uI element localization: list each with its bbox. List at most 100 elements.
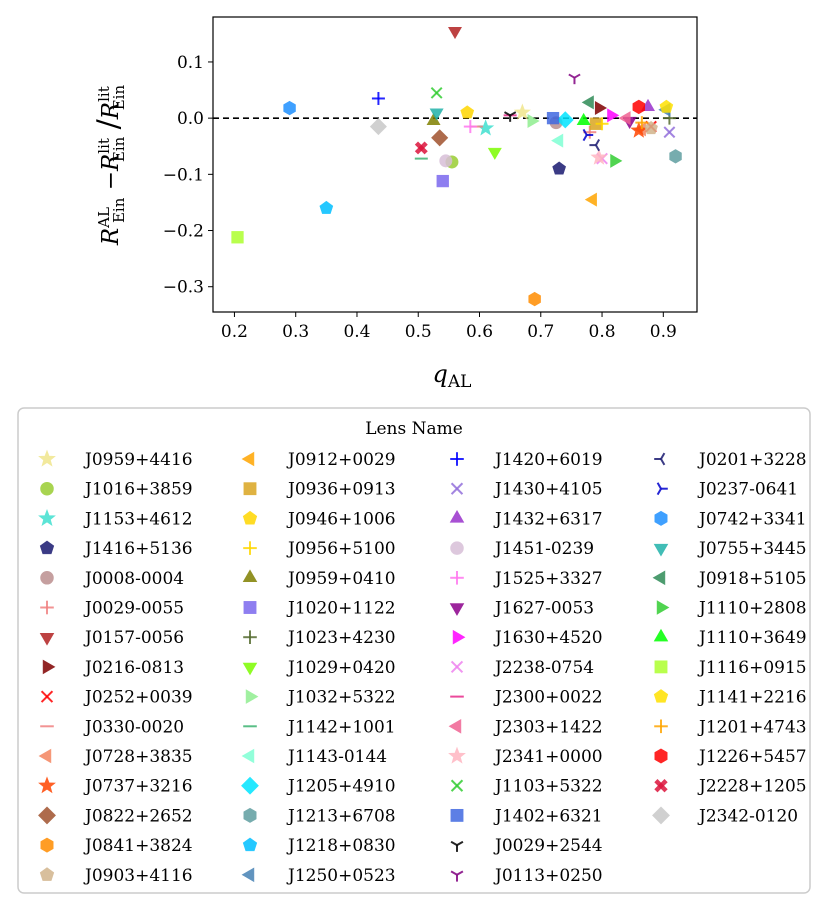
legend-item: J1420+6019 — [450, 450, 603, 470]
legend-item: J1142+1001 — [243, 717, 396, 737]
legend-item: J0959+4416 — [38, 449, 193, 470]
legend-marker — [450, 840, 464, 852]
legend-item: J0201+3228 — [654, 450, 807, 470]
x-tick-label: 0.5 — [405, 322, 432, 342]
legend-item: J1020+1122 — [243, 599, 396, 619]
legend-marker — [241, 748, 255, 764]
legend-item: J0216-0813 — [42, 658, 184, 678]
legend-marker — [40, 571, 54, 585]
x-tick-label: 0.9 — [650, 322, 677, 342]
legend-label: J1029+0420 — [286, 658, 396, 678]
legend-item: J0330-0020 — [40, 717, 184, 737]
legend-label: J0237-0641 — [697, 480, 798, 500]
legend-label: J2303+1422 — [493, 717, 603, 737]
legend-label: J1103+5322 — [493, 777, 603, 797]
data-point-j1630p4520 — [607, 108, 620, 123]
x-tick-label: 0.4 — [343, 322, 370, 342]
y-label-text: RALEin −RlitEin /RlitEin — [91, 85, 128, 247]
legend-label: J0252+0039 — [83, 688, 193, 708]
x-axis-label: qAL — [433, 360, 472, 392]
legend-item: J1218+0830 — [242, 836, 396, 856]
legend-item: J1201+4743 — [654, 717, 807, 737]
legend-item: J1627-0053 — [449, 599, 594, 619]
legend-marker — [653, 543, 669, 557]
legend-item: J1630+4520 — [452, 628, 603, 648]
legend-item: J1110+3649 — [653, 628, 807, 648]
legend-marker — [452, 629, 466, 645]
legend-label: J1142+1001 — [286, 717, 396, 737]
legend-label: J0737+3216 — [83, 777, 193, 797]
x-tick-label: 0.7 — [527, 322, 554, 342]
data-point-j1110p2808 — [610, 153, 623, 168]
legend-marker — [243, 807, 257, 823]
legend-item: J1213+6708 — [243, 806, 396, 826]
legend-item: J2341+0000 — [448, 746, 603, 767]
legend-item: J1416+5136 — [39, 539, 193, 559]
legend-marker — [652, 570, 666, 586]
data-point-j2342-0120 — [369, 118, 387, 136]
data-point-j0841p3824 — [528, 291, 541, 307]
data-point-j1110p3649 — [576, 112, 591, 125]
data-point-j0742p3341 — [283, 100, 296, 116]
legend-marker — [653, 689, 669, 703]
legend-item: J0912+0029 — [241, 450, 396, 470]
legend-label: J0113+0250 — [493, 866, 603, 886]
legend-marker — [39, 632, 55, 646]
legend-item: J1525+3327 — [450, 569, 603, 589]
legend-item: J1143-0144 — [241, 747, 387, 767]
data-point-j2303p1422 — [618, 111, 631, 126]
legend-item: J0237-0641 — [656, 480, 798, 500]
data-point-j1116p0915 — [231, 231, 244, 244]
legend-item: J0029+2544 — [450, 836, 603, 856]
legend-item: J0903+4116 — [39, 866, 193, 886]
legend-marker — [39, 540, 55, 555]
legend-label: J1032+5322 — [286, 688, 396, 708]
legend-marker — [448, 746, 466, 764]
legend-item: J2303+1422 — [448, 717, 603, 737]
y-axis-label: RALEin −RlitEin /RlitEin — [91, 85, 128, 247]
data-point-j0157-0056 — [448, 27, 462, 40]
legend-label: J0936+0913 — [286, 480, 396, 500]
legend-frame — [17, 407, 811, 894]
legend-marker — [243, 601, 257, 614]
legend-item: J1451-0239 — [450, 539, 594, 559]
x-axis-ticks: 0.2 0.3 0.4 0.5 0.6 0.7 0.8 0.9 — [221, 312, 677, 342]
data-point-j0903p4116 — [644, 121, 658, 135]
legend-item: J0936+0913 — [243, 480, 396, 500]
legend-label: J0216-0813 — [83, 658, 184, 678]
data-point-j1029p0420 — [487, 147, 502, 160]
legend-label: J1402+6321 — [493, 806, 603, 826]
legend-marker — [39, 867, 55, 881]
data-point-j0201p3228 — [589, 138, 601, 152]
legend-label: J1416+5136 — [83, 539, 193, 559]
legend-marker — [653, 628, 669, 642]
legend-label: J1023+4230 — [286, 628, 396, 648]
data-point-j0959p4416 — [513, 103, 531, 120]
legend-marker — [450, 482, 464, 495]
legend-item: J2238-0754 — [450, 658, 594, 678]
legend-label: J0959+4416 — [83, 450, 193, 470]
legend-label: J1630+4520 — [493, 628, 603, 648]
legend-marker — [654, 779, 668, 793]
legend-item: J0918+5105 — [652, 569, 807, 589]
plot-frame — [212, 16, 698, 313]
legend-marker — [242, 569, 258, 583]
legend-marker — [449, 509, 465, 523]
legend-item: J0755+3445 — [653, 539, 807, 559]
legend-title: Lens Name — [365, 419, 463, 439]
legend-marker — [40, 481, 54, 496]
legend-label: J1110+3649 — [697, 628, 807, 648]
data-point-j1020p1122 — [436, 174, 449, 188]
legend-label: J1141+2216 — [697, 688, 807, 708]
y-axis-ticks: −0.3 −0.2 −0.1 0.0 0.1 — [163, 53, 213, 298]
data-point-j1141p2216 — [659, 99, 674, 113]
data-point-j0237-0641 — [582, 128, 594, 142]
legend-marker — [654, 452, 666, 466]
legend-marker — [450, 660, 464, 674]
data-point-j1451-0239 — [439, 154, 453, 168]
y-tick-label: −0.2 — [163, 222, 204, 242]
legend-marker — [242, 837, 258, 852]
legend-label: J1420+6019 — [493, 450, 603, 470]
data-point-j0113p0250 — [568, 73, 581, 85]
data-point-j1201p4743 — [635, 116, 649, 130]
